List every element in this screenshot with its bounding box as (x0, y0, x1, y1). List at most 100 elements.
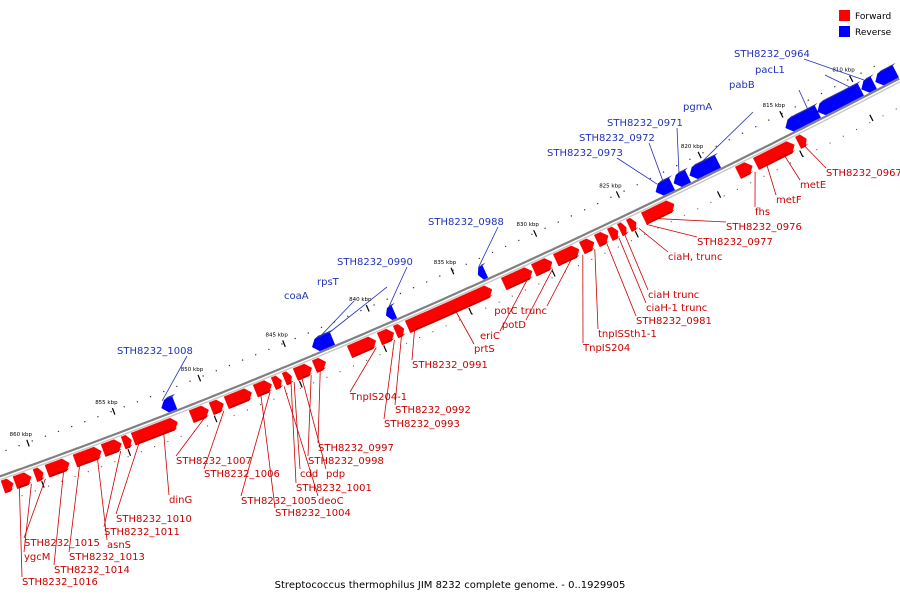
reverse-gene-arrow-shade (877, 62, 896, 74)
scale-dot (829, 142, 831, 144)
leader-line (23, 483, 32, 553)
scale-dot (326, 376, 328, 378)
forward-gene-arrow-shade (125, 444, 134, 450)
forward-gene-arrow-shade (276, 384, 284, 390)
scale-major-tick (799, 150, 804, 158)
forward-gene-label: STH8232_1006 (204, 469, 280, 480)
reverse-gene-label: pabB (729, 80, 755, 91)
scale-dot (498, 301, 500, 303)
scale-dot (405, 342, 407, 344)
scale-dot (74, 475, 76, 478)
scale-dot (683, 214, 686, 216)
reverse-gene-label: STH8232_0972 (579, 133, 655, 144)
scale-dot (834, 86, 836, 88)
scale-dot (339, 371, 341, 373)
forward-gene-label: ygcM (24, 552, 50, 563)
scale-dot (776, 169, 778, 171)
leader-line (301, 378, 327, 470)
scale-dot (432, 331, 434, 333)
forward-gene-arrow-shade (410, 294, 493, 333)
forward-gene-arrow-shade (17, 481, 32, 489)
scale-dot (87, 471, 89, 473)
leader-line (618, 237, 647, 304)
scale-major-tick (869, 114, 874, 122)
forward-gene-arrow (130, 417, 178, 446)
scale-major-tick (282, 340, 286, 348)
leader-line (648, 142, 664, 182)
scale-dot (21, 495, 23, 497)
scale-major-tick (615, 191, 620, 198)
reverse-gene-arrow (385, 305, 398, 321)
forward-gene-label: metF (776, 195, 802, 206)
leader-line (394, 336, 402, 406)
scale-label: 845 kbp (265, 332, 288, 338)
forward-gene-label: ciaH-1 trunc (646, 303, 707, 314)
leader-line (283, 386, 319, 497)
forward-gene-arrow (552, 245, 580, 267)
scale-dot (373, 304, 375, 306)
leader-line (606, 243, 637, 317)
scale-dot (755, 126, 757, 128)
forward-gene-arrow (795, 134, 807, 149)
leader-line (658, 218, 727, 223)
scale-major-tick (197, 374, 202, 382)
leader-line (290, 383, 297, 484)
leader-line (700, 111, 754, 163)
scale-dot (360, 309, 362, 312)
leader-line (293, 382, 301, 470)
leader-line (97, 459, 108, 541)
leader-line (546, 260, 572, 307)
reverse-gene-label: STH8232_0964 (734, 49, 810, 60)
scale-dot (445, 325, 447, 327)
forward-gene-arrow-shade (193, 415, 209, 423)
scale-major-tick (111, 407, 116, 415)
genome-backbone (0, 77, 900, 481)
forward-gene-arrow (223, 388, 252, 410)
scale-label: 850 kbp (181, 367, 204, 373)
scale-dot (577, 265, 580, 267)
scale-major-tick (779, 110, 784, 118)
scale-dot (149, 396, 152, 398)
forward-gene-arrow-shade (558, 254, 580, 266)
scale-dot (268, 348, 270, 351)
forward-gene-label: STH8232_1015 (24, 538, 100, 549)
leader-line (260, 395, 276, 509)
scale-ticks: 810 kbp 815 kbp 820 kbp 825 kbp 830 kbp 835 k… (5, 65, 897, 497)
forward-gene-arrow-shade (506, 276, 533, 290)
leader-line (411, 330, 415, 361)
leader-line (23, 478, 46, 539)
forward-gene-arrow (0, 478, 14, 494)
scale-dot (299, 387, 301, 389)
forward-gene-arrow-shade (622, 231, 630, 236)
forward-gene-label: eriC (480, 331, 500, 342)
scale-major-tick (468, 307, 473, 315)
scale-major-tick (697, 151, 702, 159)
leader-line (349, 347, 377, 393)
scale-major-tick (383, 345, 388, 353)
scale-dot (114, 461, 116, 463)
legend-forward-label: Forward (855, 12, 891, 22)
scale-dot (419, 336, 421, 339)
scale-dot (670, 221, 672, 223)
leader-line (798, 89, 809, 110)
forward-gene-label: asnS (107, 540, 131, 551)
scale-dot (597, 202, 599, 205)
leader-line (388, 266, 408, 308)
forward-gene-arrow-shade (398, 333, 406, 338)
forward-gene-label: STH8232_1014 (54, 565, 130, 576)
scale-dot (491, 251, 494, 254)
scale-dot (465, 263, 467, 265)
reverse-gene-label: pgmA (683, 102, 712, 113)
reverse-gene-arrow-shade (658, 175, 672, 184)
reverse-gene-label: STH8232_0990 (337, 257, 413, 268)
scale-dot (123, 406, 125, 408)
scale-dot (386, 298, 388, 300)
scale-dot (320, 326, 323, 329)
forward-gene-arrow-shade (135, 427, 178, 446)
leader-line (53, 472, 64, 566)
scale-dot (855, 128, 858, 131)
leader-line (317, 371, 321, 444)
leader-line (19, 488, 23, 578)
scale-dot (873, 65, 875, 68)
scale-dot (570, 215, 573, 217)
